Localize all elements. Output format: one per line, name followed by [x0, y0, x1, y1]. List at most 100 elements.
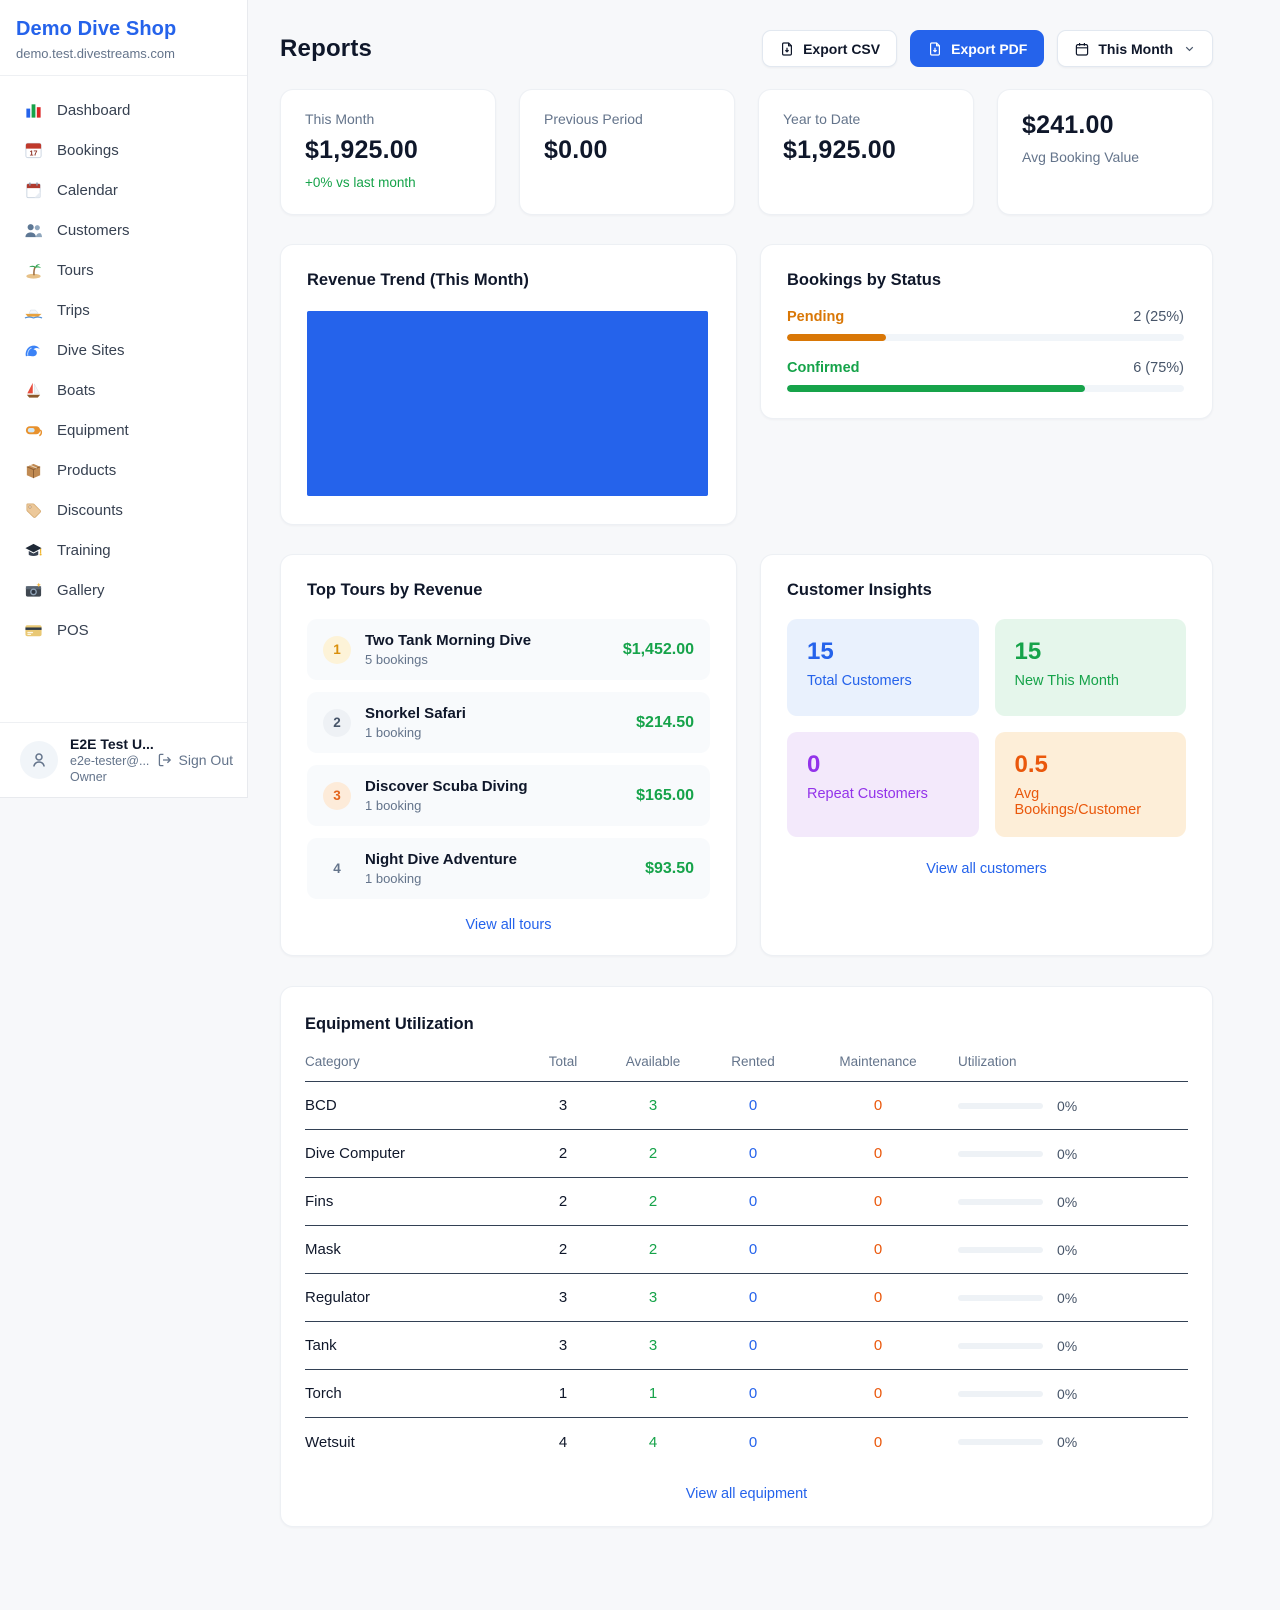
sidebar-item-boats[interactable]: Boats: [0, 370, 247, 410]
sidebar-item-products[interactable]: Products: [0, 450, 247, 490]
cell-available: 3: [648, 1097, 658, 1114]
header-actions: Export CSV Export PDF This Month: [762, 30, 1213, 67]
sidebar-item-pos[interactable]: POS: [0, 610, 247, 650]
sign-out-label: Sign Out: [178, 752, 233, 768]
stat-card-this-month: This Month $1,925.00 +0% vs last month: [280, 89, 496, 215]
sailboat-icon: [24, 381, 43, 400]
page-title: Reports: [280, 34, 373, 62]
sidebar-item-trips[interactable]: Trips: [0, 290, 247, 330]
period-dropdown[interactable]: This Month: [1057, 30, 1213, 67]
stat-value: $1,925.00: [783, 136, 897, 164]
sidebar-item-gallery[interactable]: Gallery: [0, 570, 247, 610]
revenue-trend-chart: [307, 311, 708, 496]
utilization-bar: [958, 1150, 1043, 1157]
speedboat-icon: [24, 301, 43, 320]
sidebar-item-label: Boats: [57, 381, 96, 399]
cell-rented: 0: [748, 1289, 758, 1306]
tour-revenue: $214.50: [636, 713, 694, 731]
status-bar-fill: [787, 385, 1085, 392]
sidebar-item-label: Customers: [57, 221, 130, 239]
list-item: 2 Snorkel Safari 1 booking $214.50: [307, 692, 710, 753]
utilization-percent: 0%: [1057, 1241, 1078, 1258]
tile-value: 15: [807, 638, 834, 665]
tour-name: Two Tank Morning Dive: [365, 632, 532, 649]
status-row-confirmed: Confirmed 6 (75%): [787, 360, 1184, 392]
utilization-bar: [958, 1342, 1043, 1349]
tile-value: 15: [1014, 638, 1042, 665]
cell-available: 4: [648, 1433, 658, 1451]
tour-name: Snorkel Safari: [365, 705, 466, 722]
rank-badge: 3: [323, 781, 351, 810]
tour-revenue: $1,452.00: [622, 640, 694, 658]
tour-bookings: 1 booking: [365, 798, 422, 813]
utilization-bar: [958, 1198, 1043, 1205]
cell-available: 2: [648, 1241, 658, 1258]
utilization-bar: [958, 1294, 1043, 1301]
sidebar-item-tours[interactable]: Tours: [0, 250, 247, 290]
page-header: Reports Export CSV Export PDF This Month: [280, 30, 1213, 67]
brand-domain: demo.test.divestreams.com: [16, 46, 175, 61]
table-row: Torch 1 1 0 0 0%: [305, 1370, 1188, 1418]
sidebar-item-discounts[interactable]: Discounts: [0, 490, 247, 530]
view-all-customers-link[interactable]: View all customers: [926, 861, 1047, 877]
cell-total: 3: [558, 1097, 568, 1114]
tour-revenue: $165.00: [636, 786, 694, 804]
sidebar-item-label: Calendar: [57, 181, 118, 199]
export-pdf-label: Export PDF: [951, 40, 1028, 57]
cell-maintenance: 0: [873, 1433, 883, 1451]
list-item: 1 Two Tank Morning Dive 5 bookings $1,45…: [307, 619, 710, 680]
status-bar-track: [787, 385, 1184, 392]
utilization-percent: 0%: [1057, 1145, 1078, 1162]
table-header: Category Total Available Rented Maintena…: [305, 1054, 1188, 1082]
sidebar-item-training[interactable]: Training: [0, 530, 247, 570]
sidebar-item-bookings[interactable]: 17 Bookings: [0, 130, 247, 170]
cell-total: 1: [558, 1385, 568, 1402]
status-row-pending: Pending 2 (25%): [787, 309, 1184, 341]
row-insights: Top Tours by Revenue 1 Two Tank Morning …: [280, 554, 1213, 956]
cell-maintenance: 0: [873, 1193, 883, 1210]
equipment-utilization-title: Equipment Utilization: [305, 1015, 474, 1033]
export-csv-label: Export CSV: [803, 40, 881, 57]
table-row: Wetsuit 4 4 0 0 0%: [305, 1418, 1188, 1466]
user-role: Owner: [70, 770, 107, 784]
customer-insights-card: Customer Insights 15 Total Customers 15 …: [760, 554, 1213, 956]
tour-bookings: 1 booking: [365, 725, 422, 740]
sidebar-item-dashboard[interactable]: Dashboard: [0, 90, 247, 130]
stat-delta: +0% vs last month: [305, 175, 416, 190]
cell-rented: 0: [748, 1193, 758, 1210]
tour-bookings: 5 bookings: [365, 652, 428, 667]
cell-maintenance: 0: [873, 1289, 883, 1306]
tile-label: Repeat Customers: [807, 786, 928, 802]
column-header: Category: [305, 1054, 360, 1069]
stat-cards: This Month $1,925.00 +0% vs last month P…: [280, 89, 1213, 215]
bookings-by-status-title: Bookings by Status: [787, 271, 942, 289]
sidebar-item-label: Bookings: [57, 141, 119, 159]
export-csv-button[interactable]: Export CSV: [762, 30, 898, 67]
sidebar-item-label: Equipment: [57, 421, 129, 439]
island-icon: [24, 261, 43, 280]
cell-total: 2: [558, 1193, 568, 1210]
sidebar-item-calendar[interactable]: Calendar: [0, 170, 247, 210]
sidebar-item-label: Discounts: [57, 501, 123, 519]
tour-list: 1 Two Tank Morning Dive 5 bookings $1,45…: [307, 619, 710, 899]
sidebar-item-label: POS: [57, 621, 89, 639]
sidebar-item-dive-sites[interactable]: Dive Sites: [0, 330, 247, 370]
stat-label: This Month: [305, 111, 375, 127]
utilization-percent: 0%: [1057, 1097, 1078, 1114]
user-meta: E2E Test U... e2e-tester@... Owner: [70, 736, 154, 784]
stat-value: $0.00: [544, 136, 608, 164]
cell-category: BCD: [305, 1097, 337, 1114]
utilization-percent: 0%: [1057, 1289, 1078, 1306]
cell-available: 2: [648, 1193, 658, 1210]
sidebar-item-equipment[interactable]: Equipment: [0, 410, 247, 450]
view-all-equipment-link[interactable]: View all equipment: [685, 1486, 808, 1502]
view-all-tours-link[interactable]: View all tours: [465, 917, 552, 933]
utilization-bar: [958, 1102, 1043, 1109]
export-pdf-button[interactable]: Export PDF: [910, 30, 1045, 67]
sign-out-button[interactable]: Sign Out: [157, 752, 233, 768]
sidebar-item-customers[interactable]: Customers: [0, 210, 247, 250]
cell-maintenance: 0: [873, 1097, 883, 1114]
people-icon: [24, 221, 43, 240]
table-row: Dive Computer 2 2 0 0 0%: [305, 1130, 1188, 1178]
stat-value: $241.00: [1022, 111, 1114, 139]
